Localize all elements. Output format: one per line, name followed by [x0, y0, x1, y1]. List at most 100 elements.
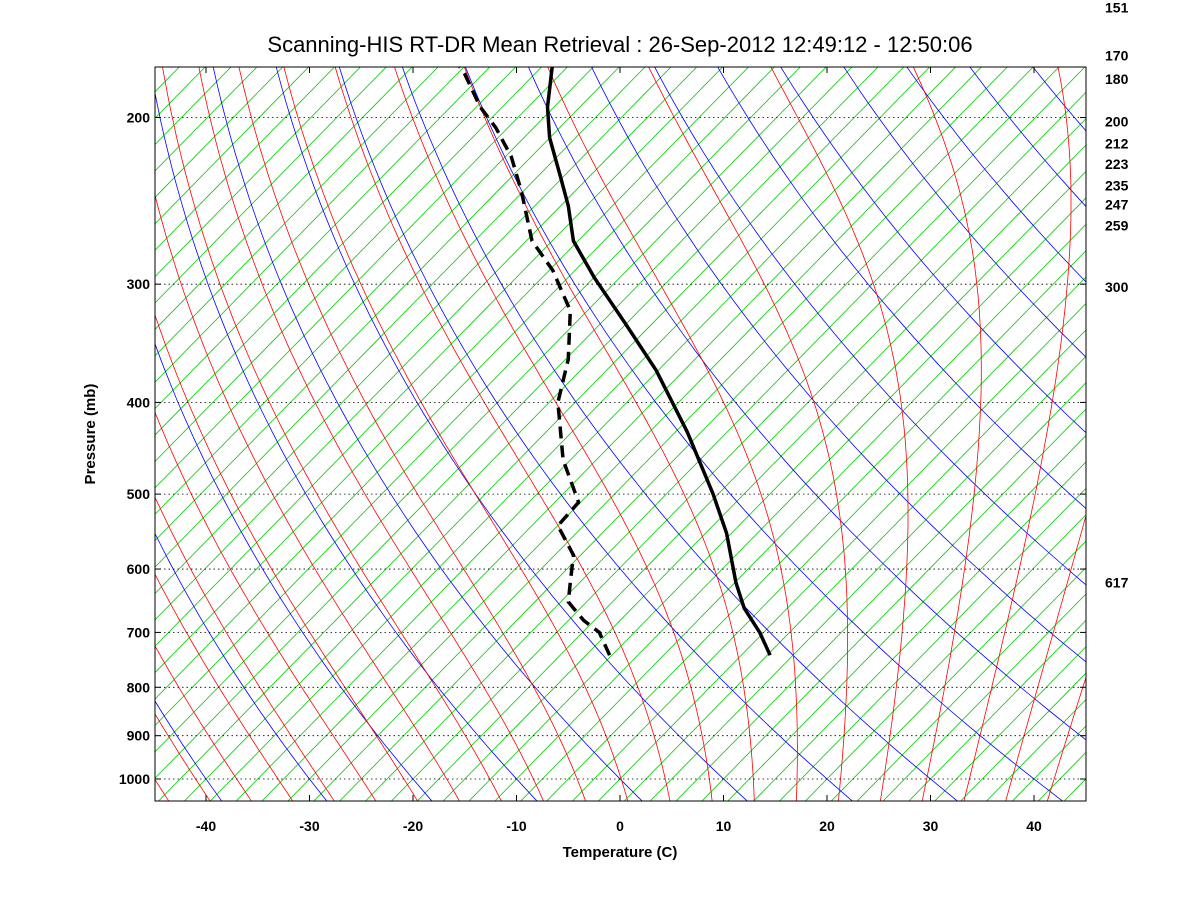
isotherm-line — [572, 276, 1086, 801]
x-tick-label: 40 — [1026, 818, 1042, 834]
dry-adiabat-line — [780, 67, 1086, 434]
x-tick-label: 10 — [716, 818, 732, 834]
dewpoint-profile-line — [457, 67, 612, 656]
isotherm-line — [155, 67, 698, 621]
temperature-profile-line — [545, 67, 772, 656]
isotherm-line — [675, 382, 1086, 801]
isotherm-line — [313, 67, 1034, 801]
right-pressure-label: 259 — [1105, 217, 1129, 233]
isotherm-line — [155, 67, 491, 410]
isotherm-line — [155, 67, 801, 727]
isotherm-line — [155, 67, 361, 278]
dry-adiabat-line — [654, 67, 1086, 586]
isotherm-line — [830, 540, 1086, 801]
isotherm-line — [804, 514, 1086, 801]
isotherm-line — [597, 302, 1086, 801]
moist-adiabat-line — [963, 67, 1072, 801]
right-labels: 151 170 180 200 212 223 235 247 259 300 617 — [1105, 0, 1129, 591]
isotherm-line — [856, 566, 1086, 801]
isotherm-line — [155, 67, 594, 515]
isotherm-line — [1081, 0, 1200, 811]
moist-adiabat-line — [1005, 514, 1086, 801]
dry-adiabat-line — [155, 91, 538, 801]
isotherm-line — [155, 67, 672, 594]
moist-adiabat-line — [394, 67, 713, 801]
isotherm-line — [339, 67, 1060, 801]
background-lines — [155, 0, 1200, 811]
right-pressure-label: 247 — [1105, 196, 1129, 212]
right-pressure-label: 151 — [1105, 0, 1129, 15]
right-pressure-label: 617 — [1105, 575, 1129, 591]
isotherm-line — [155, 67, 517, 436]
isotherm-line — [155, 67, 258, 172]
x-tick-label: -30 — [299, 818, 319, 834]
y-tick-label: 600 — [127, 561, 151, 577]
moist-adiabat-line — [334, 67, 671, 801]
moist-adiabat-line — [155, 713, 211, 801]
isotherm-line — [155, 67, 568, 489]
y-tick-label: 500 — [127, 486, 151, 502]
x-tick-label: -40 — [196, 818, 216, 834]
isotherm-line — [546, 250, 1086, 801]
y-tick-label: 800 — [127, 679, 151, 695]
isotherm-line — [1132, 0, 1200, 811]
dry-adiabat-line — [275, 67, 748, 801]
isotherm-line — [701, 408, 1086, 801]
isotherm-line — [727, 434, 1086, 801]
dry-adiabat-line — [1140, 0, 1200, 811]
x-tick-label: 30 — [923, 818, 939, 834]
isotherm-line — [155, 67, 646, 568]
dry-adiabat-line — [969, 67, 1086, 208]
y-tick-label: 700 — [127, 624, 151, 640]
moist-adiabat-line — [912, 67, 982, 801]
isotherm-line — [520, 223, 1086, 801]
isotherm-line — [416, 118, 1086, 801]
right-pressure-label: 235 — [1105, 178, 1129, 194]
chart-title: Scanning-HIS RT-DR Mean Retrieval : 26-S… — [267, 32, 972, 57]
isotherm-line — [261, 67, 982, 801]
isotherm-line — [155, 67, 310, 225]
isotherm-line — [623, 329, 1086, 801]
dry-adiabat-line — [212, 67, 643, 801]
moist-adiabat-line — [770, 67, 909, 801]
isotherm-line — [155, 67, 853, 779]
isotherm-line — [209, 67, 931, 801]
right-pressure-label: 300 — [1105, 279, 1129, 295]
dry-adiabat-line — [338, 67, 853, 801]
isotherm-line — [155, 67, 336, 251]
moist-adiabat-line — [162, 67, 502, 801]
dry-adiabat-line — [465, 67, 1064, 801]
moist-adiabat-line — [238, 67, 586, 801]
isotherm-line — [155, 67, 543, 462]
isotherm-line — [1158, 0, 1200, 811]
moist-adiabat-line — [547, 67, 798, 801]
isotherm-line — [158, 67, 879, 801]
y-tick-label: 900 — [127, 728, 151, 744]
dry-adiabat-line — [717, 67, 1086, 510]
dry-adiabat-line — [843, 67, 1086, 358]
right-pressure-label: 212 — [1105, 135, 1129, 151]
moist-adiabat-line — [155, 411, 377, 801]
isotherm-line — [779, 487, 1086, 801]
isotherm-line — [155, 67, 284, 198]
dry-adiabat-line — [155, 532, 328, 801]
isotherm-line — [155, 67, 827, 753]
isotherm-line — [155, 67, 724, 647]
isotherm-line — [753, 461, 1086, 801]
isotherm-line — [155, 67, 750, 674]
isotherm-line — [390, 91, 1086, 801]
dry-adiabat-line — [528, 67, 1086, 741]
moist-adiabat-line — [155, 645, 252, 801]
x-axis-label: Temperature (C) — [563, 844, 678, 861]
x-tick-label: -10 — [506, 818, 526, 834]
isotherm-line — [649, 355, 1086, 801]
dry-adiabat-line — [155, 342, 433, 801]
moist-adiabat-line — [155, 573, 294, 801]
profile-series — [457, 67, 772, 656]
y-tick-label: 1000 — [119, 771, 150, 787]
y-axis-label: Pressure (mb) — [82, 384, 99, 485]
x-tick-label: 0 — [616, 818, 624, 834]
isotherm-line — [155, 67, 775, 700]
moist-adiabat-line — [155, 496, 335, 801]
